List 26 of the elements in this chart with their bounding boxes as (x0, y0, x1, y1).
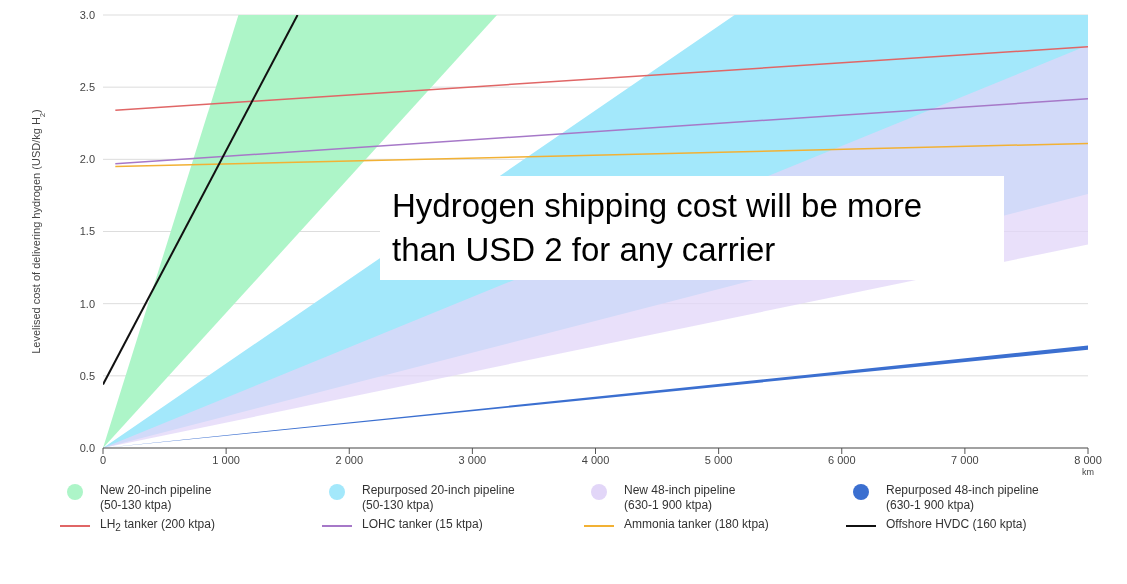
legend-label: New 20-inch pipeline (50-130 ktpa) (100, 483, 213, 513)
y-tick-label: 0.5 (79, 369, 95, 382)
x-tick-label: 3 000 (458, 453, 487, 466)
y-tick-label: 1.0 (79, 297, 95, 310)
legend-label: Ammonia tanker (180 ktpa) (624, 517, 770, 532)
annotation: Hydrogen shipping cost will be more than USD 2 for any carrier (380, 176, 1004, 280)
legend-label: Repurposed 48-inch pipeline (630-1 900 ktpa) (886, 483, 1040, 513)
y-tick-label: 0.0 (79, 441, 95, 454)
x-tick-label: 2 000 (335, 453, 364, 466)
y-tick-label: 3.0 (79, 8, 95, 21)
legend-label: LOHC tanker (15 ktpa) (362, 517, 484, 532)
x-tick-label: 7 000 (951, 453, 979, 466)
x-axis-title: km (1082, 467, 1094, 477)
x-tick-label: 5 000 (704, 453, 733, 466)
legend-label: Repurposed 20-inch pipeline (50-130 ktpa) (362, 483, 516, 513)
x-tick-label: 1 000 (212, 453, 240, 466)
legend-label: New 48-inch pipeline (630-1 900 ktpa) (624, 483, 737, 513)
legend-label: Offshore HVDC (160 kpta) (886, 517, 1028, 532)
x-tick-label: 4 000 (581, 453, 610, 466)
y-tick-label: 2.5 (79, 81, 95, 94)
legend-label: LH$_{2}$ tanker (200 ktpa) (100, 517, 216, 536)
y-tick-label: 2.0 (79, 153, 95, 166)
y-tick-label: 1.5 (79, 225, 95, 238)
x-tick-label: 0 (99, 453, 107, 466)
x-tick-label: 8 000 (1074, 453, 1102, 466)
x-tick-label: 6 000 (827, 453, 856, 466)
